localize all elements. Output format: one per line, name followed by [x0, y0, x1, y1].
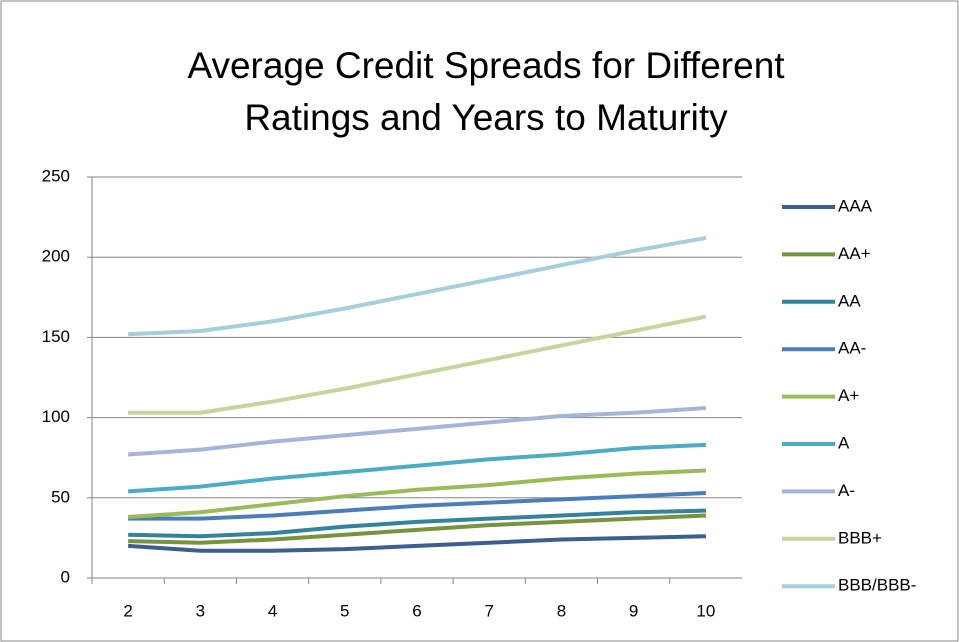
x-tick-label: 8: [557, 601, 566, 620]
legend-label: BBB/BBB-: [838, 576, 916, 595]
x-tick-label: 7: [484, 601, 493, 620]
legend-label: BBB+: [838, 528, 882, 547]
series-line: [128, 508, 706, 539]
x-tick-label: 9: [629, 601, 638, 620]
y-tick-label: 0: [61, 567, 70, 586]
y-tick-label: 150: [42, 327, 70, 346]
x-tick-label: 5: [340, 601, 349, 620]
legend-label: A+: [838, 386, 859, 405]
y-tick-label: 100: [42, 407, 70, 426]
y-tick-label: 250: [42, 166, 70, 185]
legend-label: AAA: [838, 196, 873, 215]
series-line: [127, 405, 707, 457]
series-line: [128, 513, 706, 545]
series-line: [127, 468, 706, 520]
legend-label: AA: [838, 291, 861, 310]
x-tick-label: 2: [123, 601, 132, 620]
x-tick-label: 3: [196, 601, 205, 620]
y-tick-label: 50: [51, 487, 70, 506]
x-tick-label: 6: [412, 601, 421, 620]
legend-label: AA-: [838, 339, 866, 358]
chart-title: Average Credit Spreads for Different Rat…: [187, 45, 785, 138]
series-line: [128, 235, 707, 337]
legend-label: AA+: [838, 244, 871, 263]
legend-label: A-: [838, 481, 855, 500]
legend-label: A: [838, 433, 850, 452]
x-tick-label: 10: [696, 601, 715, 620]
series-line: [127, 534, 706, 553]
y-tick-label: 200: [42, 247, 70, 266]
series-line: [128, 490, 706, 521]
x-tick-label: 4: [268, 601, 277, 620]
series-line: [127, 442, 706, 494]
series-line: [128, 314, 707, 415]
